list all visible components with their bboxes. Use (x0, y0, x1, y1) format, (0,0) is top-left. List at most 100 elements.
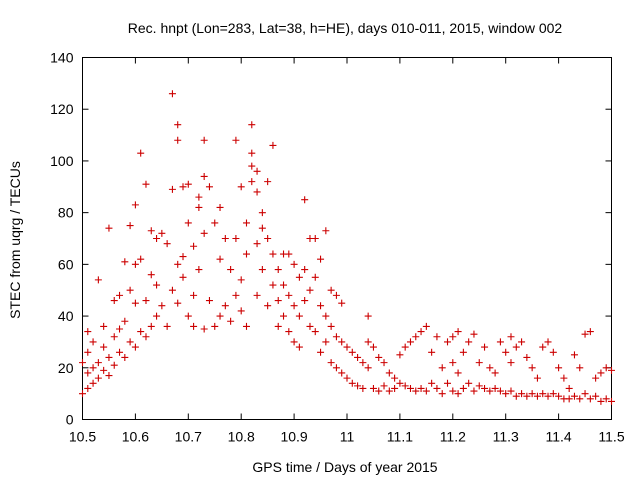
data-point (163, 240, 171, 248)
data-point (428, 379, 436, 387)
data-point (496, 387, 504, 395)
data-point (258, 224, 266, 232)
data-point (248, 162, 256, 170)
data-point (168, 90, 176, 98)
data-point (523, 392, 531, 400)
data-point (369, 384, 377, 392)
data-point (486, 364, 494, 372)
data-point (391, 384, 399, 392)
data-point (459, 384, 467, 392)
data-point (406, 384, 414, 392)
data-point (422, 387, 430, 395)
x-tick-label: 11.2 (440, 429, 466, 445)
data-point (116, 291, 124, 299)
data-point (549, 348, 557, 356)
data-point (364, 312, 372, 320)
data-point (454, 328, 462, 336)
y-tick-label: 120 (50, 101, 74, 117)
data-point (544, 338, 552, 346)
data-point (332, 291, 340, 299)
data-point (385, 369, 393, 377)
data-point (100, 343, 108, 351)
data-point (290, 260, 298, 268)
data-point (375, 387, 383, 395)
data-point (311, 273, 319, 281)
x-tick-label: 11.3 (493, 429, 519, 445)
data-point (317, 255, 325, 263)
data-point (608, 366, 615, 374)
data-point (285, 328, 293, 336)
data-point (597, 369, 605, 377)
data-point (79, 390, 86, 398)
data-point (512, 343, 520, 351)
data-point (465, 338, 473, 346)
data-point (84, 348, 92, 356)
data-point (221, 302, 229, 310)
data-point (311, 328, 319, 336)
data-point (105, 372, 113, 380)
x-tick-label: 10.7 (175, 429, 202, 445)
data-point (200, 229, 208, 237)
data-point (142, 297, 150, 305)
data-point (94, 276, 102, 284)
data-point (396, 379, 404, 387)
data-point (327, 322, 335, 330)
data-point (586, 395, 594, 403)
data-point (322, 312, 330, 320)
data-point (348, 379, 356, 387)
data-point (401, 343, 409, 351)
data-point (412, 333, 420, 341)
data-point (380, 382, 388, 390)
y-tick-label: 40 (58, 308, 74, 324)
data-point (507, 387, 515, 395)
data-point (221, 235, 229, 242)
data-point (354, 382, 362, 390)
data-point (237, 307, 245, 315)
data-point (602, 364, 610, 372)
x-tick-label: 11.5 (598, 429, 624, 445)
data-point (131, 343, 139, 351)
data-point (433, 384, 441, 392)
data-point (592, 374, 600, 382)
data-point (290, 302, 298, 310)
data-point (200, 136, 208, 144)
data-point (137, 149, 145, 157)
data-point (327, 359, 335, 367)
data-point (444, 338, 452, 346)
data-point (343, 343, 351, 351)
data-point (211, 322, 219, 330)
data-point (242, 219, 250, 227)
data-point (422, 322, 430, 330)
data-point (131, 201, 139, 209)
data-point (147, 322, 155, 330)
data-point (597, 397, 605, 405)
data-point (301, 196, 309, 204)
data-point (184, 180, 192, 188)
data-point (608, 397, 615, 405)
data-point (274, 266, 282, 274)
data-point (174, 260, 182, 268)
data-point (401, 382, 409, 390)
data-point (269, 141, 277, 149)
data-point (565, 384, 573, 392)
data-point (105, 353, 113, 361)
data-point (258, 209, 266, 217)
data-point (200, 325, 208, 333)
data-point (190, 322, 198, 330)
x-tick-label: 11.4 (545, 429, 571, 445)
data-point (348, 348, 356, 356)
data-point (311, 235, 319, 242)
data-point (137, 255, 145, 263)
data-point (280, 281, 288, 289)
data-point (79, 359, 86, 367)
data-point (121, 353, 129, 361)
data-point (205, 183, 213, 191)
y-axis-label: STEC from uqrg / TECUs (7, 161, 23, 319)
data-point (131, 260, 139, 268)
data-point (301, 297, 309, 305)
data-point (528, 364, 536, 372)
data-point (264, 178, 272, 186)
data-point (84, 384, 92, 392)
data-point (84, 328, 92, 336)
data-point (290, 338, 298, 346)
